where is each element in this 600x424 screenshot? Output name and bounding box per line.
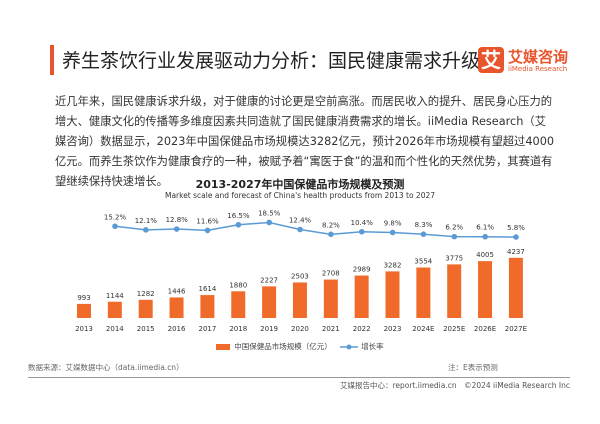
bar-value-label: 2503 [291,272,309,280]
x-tick-label: 2022 [353,325,371,333]
legend-line-swatch [340,344,359,350]
legend-bar-label: 中国保健品市场规模（亿元） [234,342,332,351]
bar-value-label: 4005 [476,251,494,259]
growth-label: 18.5% [258,209,281,217]
bar [138,299,153,318]
growth-point [389,229,396,236]
bar [262,286,277,318]
legend-bar-swatch [216,344,231,350]
bar-value-label: 2708 [322,270,340,278]
bar [77,303,91,318]
bar-value-label: 3775 [445,254,463,262]
page-title: 养生茶饮行业发展驱动力分析：国民健康需求升级 [62,50,481,72]
data-source: 数据来源：艾媒数据中心（data.iimedia.cn） [28,363,184,372]
title-accent-bar [50,45,54,75]
x-tick-label: 2015 [137,325,155,333]
x-tick-label: 2027E [505,325,527,333]
growth-label: 11.6% [196,217,219,225]
chart-title: 2013-2027年中国保健品市场规模及预测 [195,178,405,191]
growth-point [173,226,180,232]
growth-label: 10.4% [351,219,374,227]
bar [323,279,338,318]
x-tick-label: 2014 [106,325,124,333]
bar-value-label: 1446 [168,287,186,295]
growth-point [482,233,488,240]
logo-icon: 艾 [478,47,504,73]
bar [447,264,462,318]
bar [292,282,307,318]
chart-legend: 中国保健品市场规模（亿元） 增长率 [0,341,600,352]
growth-point [143,227,149,233]
growth-label: 6.1% [476,224,494,232]
growth-label: 9.8% [384,219,402,227]
bar-value-label: 1880 [229,281,247,289]
bar-value-label: 3282 [384,261,402,269]
x-tick-label: 2023 [384,325,402,333]
growth-label: 15.2% [104,213,127,221]
growth-point [112,223,118,230]
x-tick-label: 2025E [443,325,465,333]
logo-subtext: iiMedia Research [508,65,568,73]
x-tick-label: 2024E [412,325,434,333]
logo-text: 艾媒咨询 [508,48,569,66]
bar [354,275,369,318]
growth-point [235,221,242,228]
bar-value-label: 4237 [507,248,525,256]
bar [385,271,400,318]
bar-value-label: 2227 [260,276,278,284]
note: 注：E表示预测 [448,363,498,372]
x-tick-label: 2017 [198,325,216,333]
bar-value-label: 1282 [137,290,155,298]
bar-value-label: 993 [77,294,90,302]
growth-label: 16.5% [227,212,250,220]
bar [200,295,215,318]
x-tick-label: 2018 [229,325,247,333]
bar [508,257,523,318]
growth-label: 5.8% [507,224,525,232]
growth-point [328,231,334,238]
growth-point [266,219,273,226]
growth-point [451,233,458,240]
bar-value-label: 1144 [106,292,124,300]
legend-line-label: 增长率 [361,342,384,351]
growth-label: 8.3% [415,221,433,229]
bar-value-label: 3554 [414,258,432,266]
growth-point [358,228,365,235]
growth-line [114,221,517,238]
growth-point [204,227,211,234]
footer-credit: 艾媒报告中心：report.iimedia.cn ©2024 iiMedia R… [340,381,571,390]
x-tick-label: 2016 [168,325,186,333]
growth-point [297,226,303,233]
x-tick-label: 2013 [75,325,93,333]
x-tick-label: 2021 [322,325,340,333]
growth-point [513,234,519,240]
bar [107,301,122,318]
growth-point [420,231,427,238]
bar-value-label: 1614 [198,285,216,293]
intro-paragraph: 近几年来，国民健康诉求升级，对于健康的讨论更是空前高涨。而居民收入的提升、居民身… [55,95,555,188]
x-tick-label: 2026E [474,325,496,333]
growth-label: 8.2% [322,221,340,229]
chart-subtitle: Market scale and forecast of China's hea… [164,191,436,200]
divider [28,377,570,378]
growth-label: 12.8% [166,216,189,224]
growth-label: 12.4% [289,216,312,224]
bar [231,291,246,318]
chart: 993 2013 1144 2014 1282 2015 1446 2016 1614 2017 1… [75,209,527,333]
bar-value-label: 2989 [353,266,371,274]
x-tick-label: 2020 [291,325,309,333]
bar [416,267,431,318]
bar [169,297,184,318]
growth-label: 6.2% [445,224,463,232]
growth-label: 12.1% [135,217,158,225]
bar [478,261,493,318]
x-tick-label: 2019 [260,325,278,333]
